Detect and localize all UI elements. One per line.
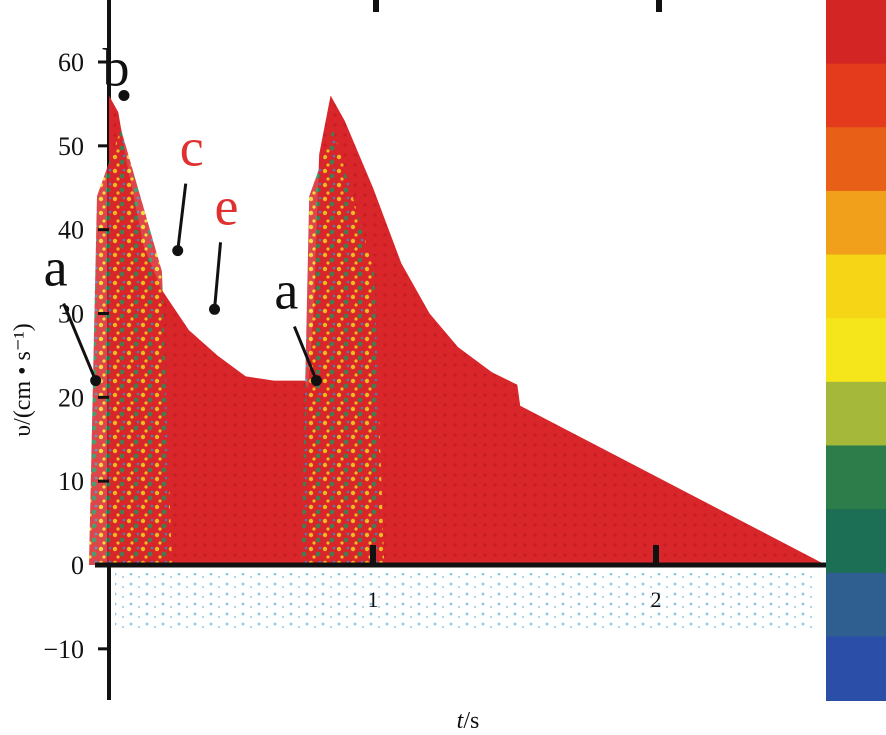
x-axis-title-unit: /s [463,708,479,734]
marker-label-e: e [215,176,239,236]
marker-leader-line [293,326,318,382]
marker-dot [310,375,322,387]
colorbar-segment [826,381,886,447]
y-tick-label: 20 [58,383,84,412]
colorbar-segment [826,0,886,65]
marker-dot [209,303,221,315]
colorbar [826,0,886,701]
marker-dot [172,245,184,257]
marker-leader-line [62,302,98,382]
spectral-envelope-fill [109,95,826,565]
x-axis-title: t/s [457,708,480,734]
speckle-band-2 [88,129,172,566]
marker-label-a: a [274,261,298,321]
spectral-envelope [88,95,826,628]
y-tick-label: 60 [58,48,84,77]
y-axis-title: υ/(cm • s⁻¹) [10,323,36,436]
x-tick-label: 2 [651,587,662,612]
colorbar-segment [826,318,886,383]
speckle-band-3 [301,129,385,566]
y-tick-label: −10 [43,635,84,664]
colorbar-segment [826,127,886,192]
x-tick-label: 1 [368,587,379,612]
marker-dot [90,375,102,387]
y-tick-label: 10 [58,467,84,496]
colorbar-segment [826,636,886,701]
marker-dot [118,90,130,102]
marker-label-a: a [44,238,68,298]
colorbar-segment [826,254,886,320]
colorbar-segment [826,445,886,511]
marker-leader-line [213,242,223,310]
x-axis-title-symbol: t [457,708,465,734]
marker-label-b: b [102,38,129,98]
marker-leader-line [176,183,188,251]
colorbar-segment [826,190,886,256]
colorbar-segment [826,572,886,638]
y-tick-label: 50 [58,132,84,161]
y-tick-label: 40 [58,216,84,245]
colorbar-segment [826,509,886,574]
marker-label-c: c [180,118,204,178]
y-tick-label: 0 [71,551,84,580]
colorbar-segment [826,63,886,129]
below-baseline-noise [115,573,815,628]
